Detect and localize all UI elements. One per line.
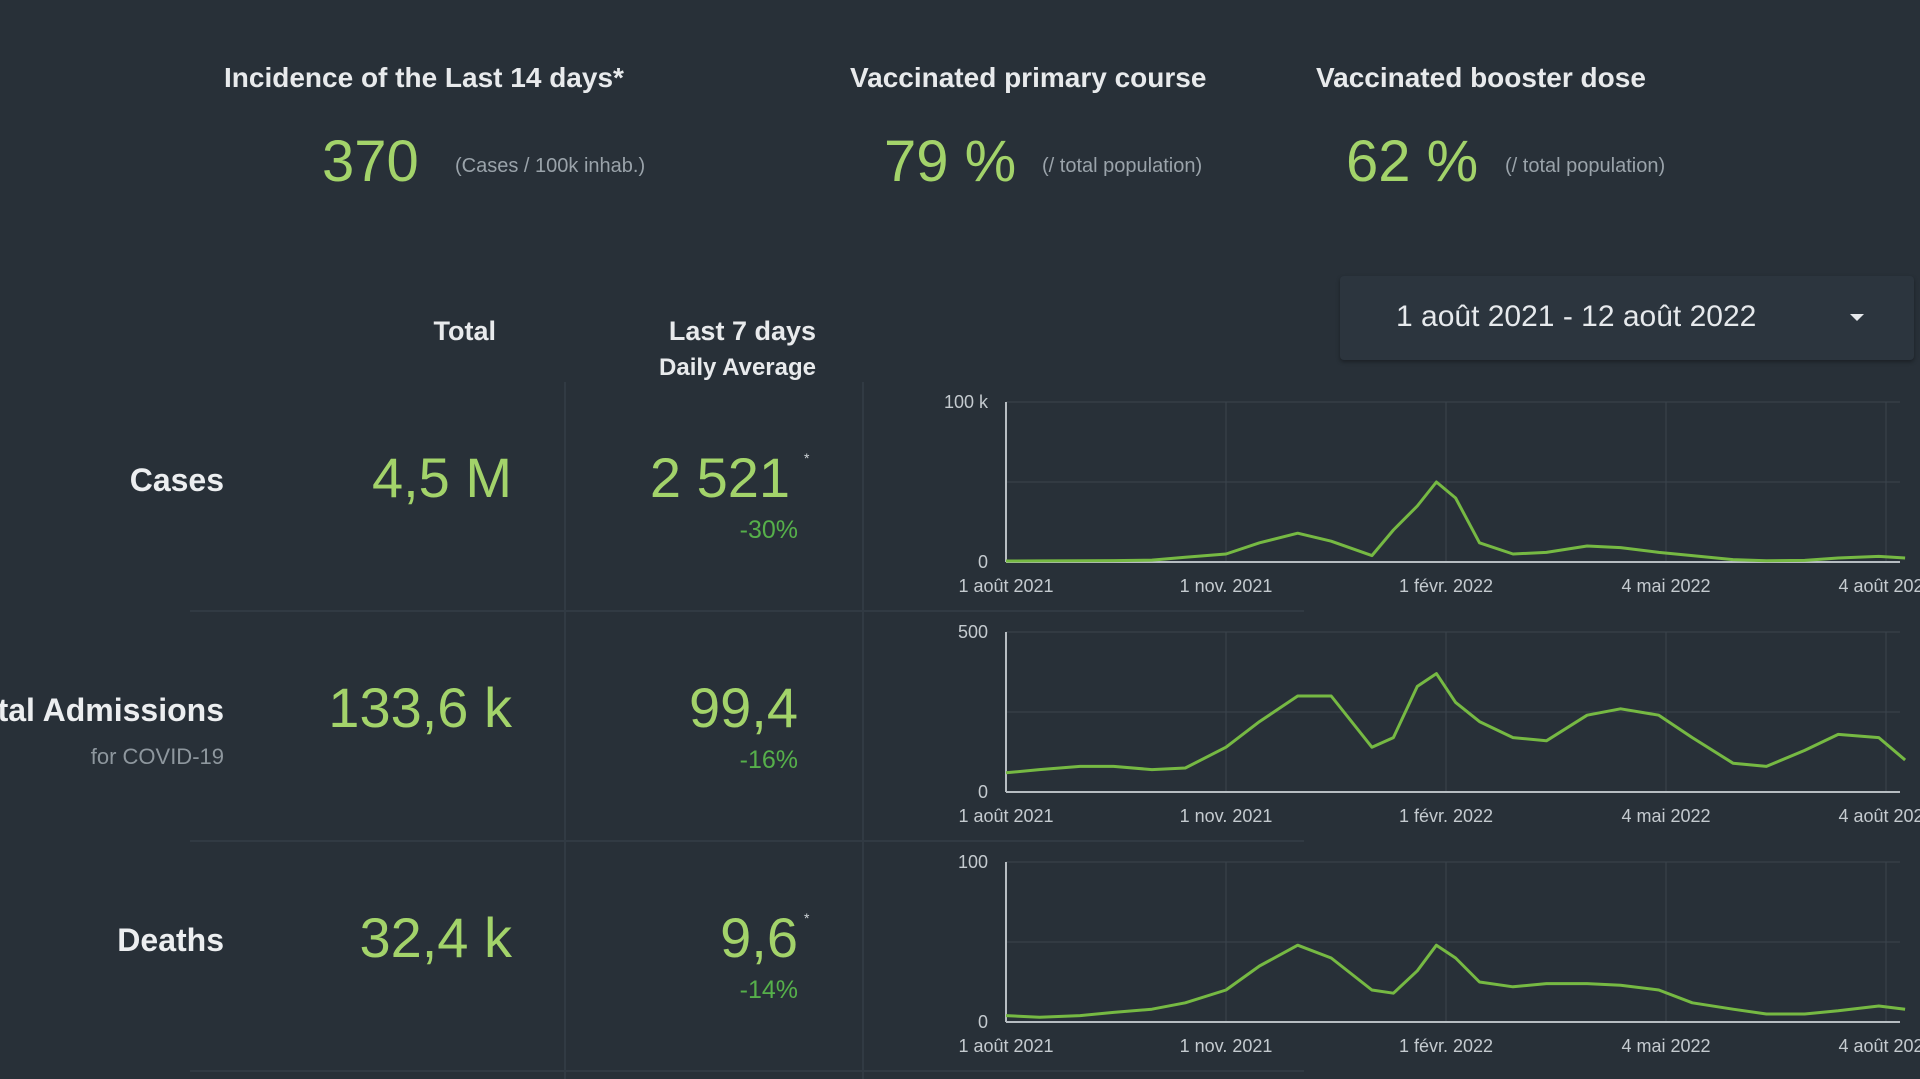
- x-tick-label: 1 nov. 2021: [1180, 576, 1273, 596]
- kpi-booster-value: 62 %: [1346, 129, 1479, 194]
- x-tick-label: 1 nov. 2021: [1180, 1036, 1273, 1056]
- x-tick-label: 4 mai 2022: [1621, 806, 1710, 826]
- cases-avg-value: 2 521: [649, 446, 790, 509]
- row-divider: [190, 610, 1304, 612]
- column-header-last7: Last 7 days: [668, 316, 816, 346]
- deaths-avg-value: 9,6: [720, 906, 798, 969]
- x-tick-label: 4 août 2022: [1838, 806, 1920, 826]
- deaths-total-value: 32,4 k: [359, 906, 512, 969]
- x-tick-label: 1 août 2021: [958, 1036, 1053, 1056]
- x-tick-label: 4 mai 2022: [1621, 1036, 1710, 1056]
- kpi-primary-unit: (/ total population): [1042, 155, 1203, 177]
- row-label-hospital-admissions: Hospital Admissions: [0, 692, 224, 728]
- column-header-last7-sub: Daily Average: [659, 354, 816, 381]
- row-label-deaths: Deaths: [117, 922, 224, 958]
- date-range-label: 1 août 2021 - 12 août 2022: [1396, 300, 1757, 333]
- deaths-line-chart: 0 100 1 août 2021 1 nov. 2021 1 févr. 2022 4 …: [958, 852, 1920, 1056]
- row-sublabel-hospital-admissions: for COVID-19: [90, 744, 224, 769]
- row-divider: [190, 840, 1304, 842]
- row-divider: [190, 1070, 1304, 1072]
- y-tick-label: 100 k: [944, 392, 989, 412]
- y-tick-label: 0: [978, 782, 988, 802]
- series-line: [1005, 943, 1906, 1019]
- x-tick-label: 1 août 2021: [958, 576, 1053, 596]
- cases-change: -30%: [739, 516, 798, 544]
- footnote-marker: *: [804, 910, 810, 926]
- hospital-change: -16%: [739, 746, 798, 774]
- y-tick-label: 0: [978, 1012, 988, 1032]
- column-header-total: Total: [433, 316, 497, 346]
- kpi-incidence-title: Incidence of the Last 14 days*: [224, 62, 624, 93]
- x-tick-label: 1 nov. 2021: [1180, 806, 1273, 826]
- row-label-cases: Cases: [129, 462, 224, 498]
- column-divider: [564, 382, 566, 1079]
- x-tick-label: 4 août 2022: [1838, 576, 1920, 596]
- x-tick-label: 1 févr. 2022: [1399, 576, 1493, 596]
- kpi-booster-unit: (/ total population): [1505, 155, 1666, 177]
- kpi-booster-title: Vaccinated booster dose: [1316, 62, 1646, 93]
- x-tick-label: 1 févr. 2022: [1399, 806, 1493, 826]
- y-tick-label: 500: [958, 622, 988, 642]
- hospital-total-value: 133,6 k: [328, 676, 512, 739]
- cases-line-chart: 0 100 k 1 août 2021 1 nov. 2021 1 févr. 2022…: [944, 392, 1920, 596]
- kpi-primary-title: Vaccinated primary course: [850, 62, 1207, 93]
- hospital-avg-value: 99,4: [689, 676, 798, 739]
- y-tick-label: 0: [978, 552, 988, 572]
- x-tick-label: 1 févr. 2022: [1399, 1036, 1493, 1056]
- series-line: [1005, 672, 1907, 775]
- x-tick-label: 4 mai 2022: [1621, 576, 1710, 596]
- y-tick-label: 100: [958, 852, 988, 872]
- column-divider: [862, 382, 864, 1079]
- footnote-marker: *: [804, 450, 810, 466]
- hospital-admissions-line-chart: 0 500 1 août 2021 1 nov. 2021 1 févr. 2022 4 …: [958, 622, 1920, 826]
- kpi-primary-value: 79 %: [884, 129, 1017, 194]
- kpi-incidence-value: 370: [322, 129, 419, 194]
- x-tick-label: 4 août 2022: [1838, 1036, 1920, 1056]
- date-range-picker[interactable]: 1 août 2021 - 12 août 2022: [1340, 276, 1914, 360]
- x-tick-label: 1 août 2021: [958, 806, 1053, 826]
- deaths-change: -14%: [739, 976, 798, 1004]
- series-line: [1005, 480, 1906, 563]
- kpi-incidence-unit: (Cases / 100k inhab.): [455, 155, 646, 177]
- cases-total-value: 4,5 M: [371, 446, 512, 509]
- chevron-down-icon[interactable]: [1850, 314, 1864, 321]
